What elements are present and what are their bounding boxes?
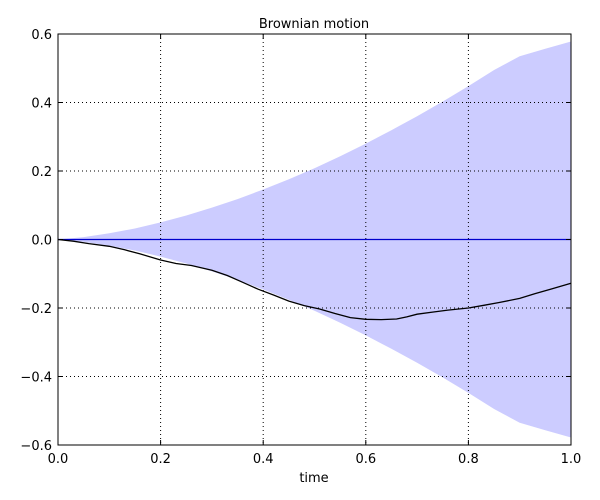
x-tick-label: 0.4 bbox=[253, 452, 274, 467]
y-tick-label: 0.6 bbox=[31, 28, 52, 43]
y-tick-label: 0.0 bbox=[31, 234, 52, 249]
brownian-path-line bbox=[57, 238, 572, 321]
y-tick-label: −0.2 bbox=[20, 302, 52, 317]
x-tick-label: 0.0 bbox=[48, 452, 69, 467]
x-tick-label: 1.0 bbox=[561, 452, 582, 467]
y-tick-label: 0.4 bbox=[31, 97, 52, 112]
x-tick-label: 0.2 bbox=[150, 452, 171, 467]
chart-title: Brownian motion bbox=[259, 17, 369, 32]
x-tick-label: 0.6 bbox=[355, 452, 376, 467]
y-tick-label: −0.6 bbox=[20, 439, 52, 454]
x-axis-label: time bbox=[299, 471, 328, 486]
plot-area: 0.0 0.2 0.4 0.6 0.8 1.0 −0.6 −0.4 −0.2 0.0 0.2 0.4 0… bbox=[20, 28, 581, 467]
x-tick-label: 0.8 bbox=[458, 452, 479, 467]
y-tick-label: 0.2 bbox=[31, 165, 52, 180]
y-tick-label: −0.4 bbox=[20, 371, 52, 386]
